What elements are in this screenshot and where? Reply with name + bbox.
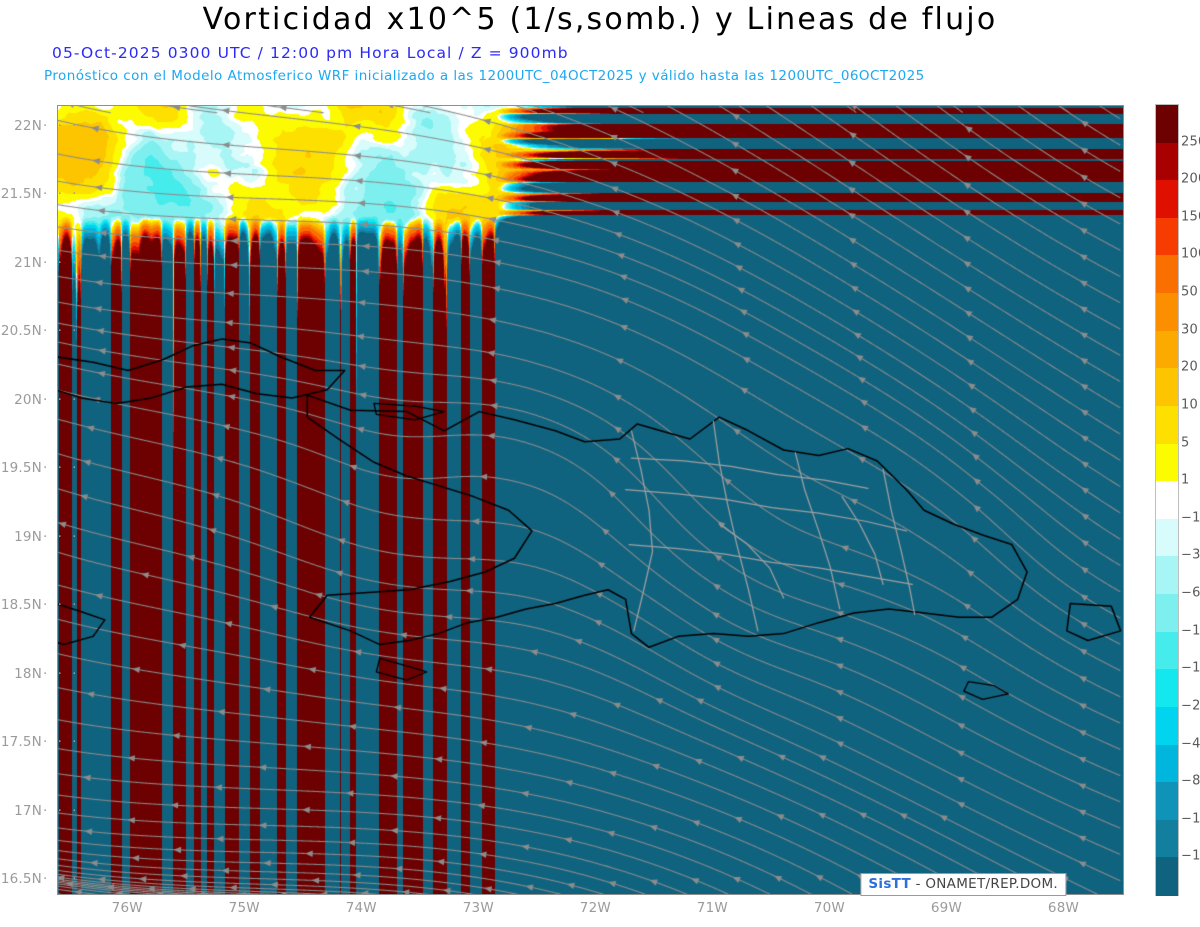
colorbar-segment [1156,481,1178,520]
colorbar-tick: −6 [1181,585,1200,601]
latitude-tick-dots: · · · [43,871,80,888]
latitude-tick-dots: · · · [43,528,80,545]
colorbar-segment [1156,819,1178,858]
latitude-tick-label: 17N [14,802,42,819]
valid-time-subtitle: 05-Oct-2025 0300 UTC / 12:00 pm Hora Loc… [52,44,569,62]
colorbar-segment [1156,105,1178,144]
longitude-tick-label: 69W [930,900,963,916]
attribution-badge: SisTT - ONAMET/REP.DOM. [860,873,1066,896]
colorbar-segment [1156,518,1178,558]
colorbar-tick: 150 [1181,209,1200,225]
colorbar-tick: 200 [1181,171,1200,187]
latitude-tick-dots: · · · [43,254,80,271]
longitude-tick-label: 75W [228,900,260,916]
colorbar-segment [1156,706,1178,746]
latitude-tick-label: 21N [14,254,42,271]
colorbar-tick: 20 [1181,359,1198,375]
longitude-tick-label: 76W [111,900,143,916]
colorbar-tick: −80 [1181,773,1200,789]
colorbar-tick: −1 [1181,510,1200,526]
latitude-tick-dots: · · · [43,597,80,614]
colorbar [1155,104,1179,896]
page-title: Vorticidad x10^5 (1/s,somb.) y Lineas de… [202,2,998,37]
colorbar-tick: 250 [1181,134,1200,150]
colorbar-segment [1156,556,1178,595]
colorbar-segment [1156,293,1178,332]
latitude-tick-dots: · · · [43,734,80,751]
colorbar-tick: 50 [1181,284,1198,300]
colorbar-segment [1156,594,1178,633]
longitude-tick-label: 68W [1047,900,1080,916]
latitude-tick-label: 21.5N [0,186,42,203]
colorbar-segment [1156,217,1178,257]
longitude-tick-label: 71W [696,900,728,916]
latitude-tick-label: 20.5N [0,323,42,340]
latitude-tick-dots: · · · [43,460,80,477]
latitude-tick-label: 22N [14,117,42,134]
latitude-tick-dots: · · · [43,802,80,819]
sis-label: Sis [868,876,892,892]
latitude-tick-label: 19N [14,528,42,545]
tt-label: TT [891,876,911,892]
latitude-tick-label: 20N [14,391,42,408]
colorbar-segment [1156,857,1178,896]
agency-label: - ONAMET/REP.DOM. [915,876,1058,892]
latitude-tick-label: 18.5N [0,597,42,614]
colorbar-segment [1156,255,1178,294]
colorbar-segment [1156,180,1178,219]
colorbar-tick: −3 [1181,547,1200,563]
colorbar-segment [1156,782,1178,821]
vorticity-shaded-field [58,106,1123,894]
longitude-tick-label: 74W [345,900,377,916]
colorbar-segment [1156,744,1178,783]
colorbar-tick: 10 [1181,397,1198,413]
latitude-tick-dots: · · · [43,323,80,340]
colorbar-segment [1156,405,1178,445]
colorbar-tick: 5 [1181,435,1190,451]
latitude-tick-dots: · · · [43,186,80,203]
latitude-tick-dots: · · · [43,391,80,408]
colorbar-segment [1156,443,1178,482]
colorbar-tick: −26 [1181,698,1200,714]
longitude-tick-label: 72W [579,900,611,916]
latitude-tick-dots: · · · [43,117,80,134]
colorbar-segment [1156,368,1178,407]
colorbar-segment [1156,142,1178,181]
colorbar-segment [1156,669,1178,708]
latitude-tick-label: 19.5N [0,460,42,477]
latitude-tick-label: 17.5N [0,734,42,751]
colorbar-tick: 100 [1181,246,1200,262]
latitude-tick-label: 16.5N [0,871,42,888]
colorbar-tick: −42 [1181,736,1200,752]
colorbar-tick: 30 [1181,322,1198,338]
longitude-tick-label: 70W [813,900,845,916]
model-run-subtitle: Pronóstico con el Modelo Atmosferico WRF… [44,68,925,84]
map-plot-area [57,105,1124,895]
colorbar-tick: −160 [1181,848,1200,864]
longitude-tick-label: 73W [462,900,494,916]
latitude-tick-label: 18N [14,665,42,682]
colorbar-tick: −12 [1181,623,1200,639]
colorbar-tick: −120 [1181,811,1200,827]
chart-header: Vorticidad x10^5 (1/s,somb.) y Lineas de… [0,0,1200,95]
vorticity-canvas [58,106,1123,894]
colorbar-segment [1156,330,1178,369]
colorbar-segment [1156,631,1178,670]
colorbar-tick: −18 [1181,660,1200,676]
colorbar-tick: 1 [1181,472,1190,488]
latitude-tick-dots: · · · [43,665,80,682]
